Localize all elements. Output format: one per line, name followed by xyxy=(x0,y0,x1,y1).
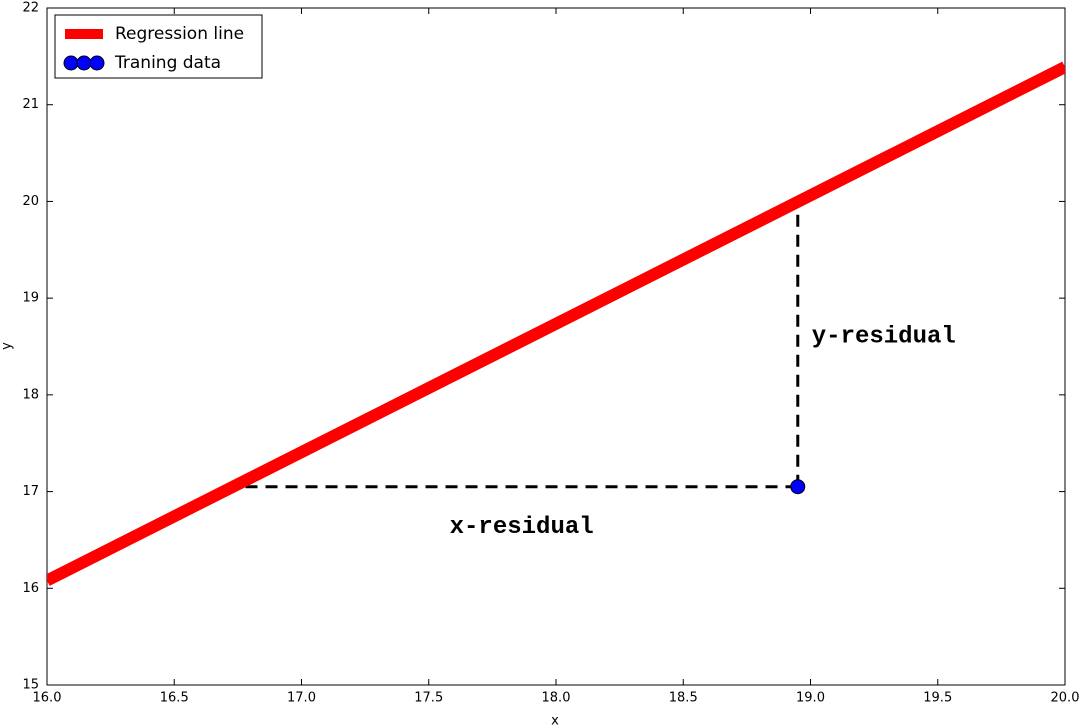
y-tick-label: 15 xyxy=(22,678,39,693)
legend-swatch xyxy=(63,55,79,71)
x-tick-label: 19.5 xyxy=(923,691,952,706)
annotation: y-residual xyxy=(812,323,956,350)
annotation: x-residual xyxy=(450,514,594,541)
y-tick-label: 22 xyxy=(22,1,39,16)
plot-frame xyxy=(46,7,1066,686)
y-tick-label: 21 xyxy=(22,97,39,112)
x-axis-label: x xyxy=(551,714,559,728)
x-tick-label: 17.0 xyxy=(287,691,316,706)
legend-swatch xyxy=(89,55,105,71)
x-tick-label: 18.5 xyxy=(669,691,698,706)
legend-label: Traning data xyxy=(114,53,221,73)
legend-label: Regression line xyxy=(115,24,244,44)
legend: Regression line Traning data xyxy=(54,14,263,79)
x-tick-label: 16.0 xyxy=(33,691,62,706)
x-tick-label: 18.0 xyxy=(542,691,571,706)
legend-swatch xyxy=(76,55,92,71)
y-tick-label: 20 xyxy=(22,194,39,209)
x-tick-label: 16.5 xyxy=(160,691,189,706)
y-tick-label: 18 xyxy=(22,387,39,402)
y-tick-label: 16 xyxy=(22,581,39,596)
regression-line xyxy=(47,61,1065,586)
x-tick-label: 17.5 xyxy=(414,691,443,706)
y-tick-label: 19 xyxy=(22,291,39,306)
x-tick-label: 19.0 xyxy=(796,691,825,706)
y-axis-label: y xyxy=(0,342,15,350)
data-point xyxy=(790,479,806,495)
y-tick-label: 17 xyxy=(22,484,39,499)
x-tick-label: 20.0 xyxy=(1051,691,1080,706)
